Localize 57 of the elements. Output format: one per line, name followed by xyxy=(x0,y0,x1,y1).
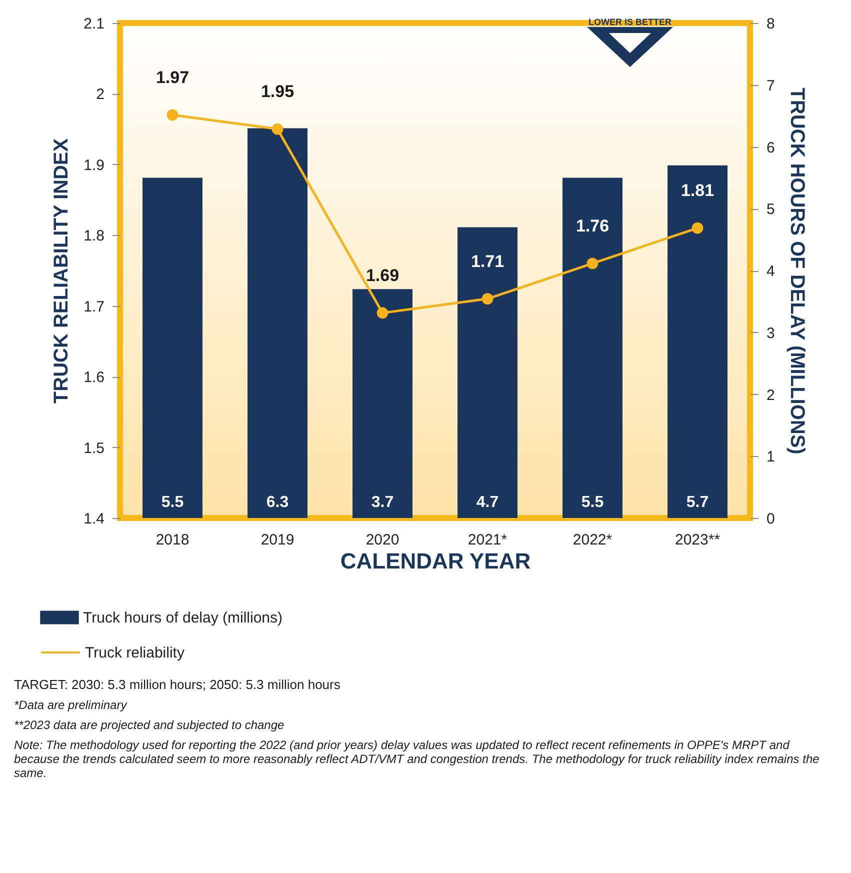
data-label: 6.3 xyxy=(266,494,289,511)
y2-tick-label: 0 xyxy=(766,510,775,528)
y-tick-label: 1.7 xyxy=(84,298,104,316)
y-tick-label: 2 xyxy=(96,86,104,104)
point xyxy=(586,258,598,270)
y-tick-label: 2.1 xyxy=(84,16,104,32)
data-label: 4.7 xyxy=(476,494,499,511)
text: Note: The methodology used for reporting the 2022 (and prior years) delay values was updated to reflect recent refinements in OPPE's MRPT and because the trends calculated seem to more reasonably reflect ADT/VMT and congestion trends. The methodology for truck reliability index remains the same. xyxy=(14,738,820,780)
bar xyxy=(458,227,518,518)
bar xyxy=(562,178,622,518)
y-tick-label: 1.9 xyxy=(84,156,104,174)
x-tick-label: 2018 xyxy=(156,532,190,548)
data-label: 5.5 xyxy=(581,494,604,511)
x-tick-label: 2023** xyxy=(674,532,720,548)
legend-label: Truck hours of delay (millions) xyxy=(83,610,283,626)
data-label: 5.7 xyxy=(686,494,709,511)
x-tick-label: 2021* xyxy=(468,532,508,548)
x-tick-label: 2020 xyxy=(366,532,400,548)
data-label: 5.5 xyxy=(161,494,184,511)
text: *Data are preliminary xyxy=(14,698,128,712)
point xyxy=(376,307,388,319)
y-tick-label: 1.8 xyxy=(84,228,104,245)
y2-tick-label: 1 xyxy=(766,448,775,466)
data-label: 1.97 xyxy=(156,68,190,87)
y2-tick-label: 8 xyxy=(766,16,775,32)
y2-axis-title: TRUCK HOURS OF DELAY (MILLIONS) xyxy=(786,88,808,454)
annotation: LOWER IS BETTER xyxy=(588,17,672,27)
point xyxy=(166,109,178,121)
legend-label: Truck reliability xyxy=(85,644,185,662)
x-tick-label: 2019 xyxy=(260,532,294,548)
x-tick-label: 2022* xyxy=(572,532,612,548)
data-label: 1.81 xyxy=(680,181,714,200)
text: TARGET: 2030: 5.3 million hours; 2050: 5.3 million hours xyxy=(14,677,342,692)
data-label: 1.76 xyxy=(576,216,610,236)
y2-tick-label: 7 xyxy=(766,77,775,94)
x-axis-title: CALENDAR YEAR xyxy=(340,548,531,574)
text: **2023 data are projected and subjected to change xyxy=(14,718,286,732)
y-tick-label: 1.5 xyxy=(84,440,104,457)
y2-tick-label: 6 xyxy=(766,139,775,156)
point xyxy=(272,123,284,135)
y2-tick-label: 3 xyxy=(766,324,775,342)
y2-tick-label: 5 xyxy=(766,201,775,218)
y2-tick-label: 4 xyxy=(766,263,775,280)
y2-tick-label: 2 xyxy=(766,386,775,404)
point xyxy=(482,293,494,304)
point xyxy=(692,222,704,234)
y-tick-label: 1.4 xyxy=(84,510,104,528)
data-label: 1.95 xyxy=(260,82,294,102)
y-tick-label: 1.6 xyxy=(84,369,104,386)
data-label: 1.71 xyxy=(470,252,504,271)
data-label: 3.7 xyxy=(371,494,394,511)
y-axis-title: TRUCK RELIABILITY INDEX xyxy=(50,138,73,404)
bar xyxy=(668,165,728,518)
bar xyxy=(248,128,308,518)
bar xyxy=(142,178,202,518)
bar xyxy=(352,289,412,518)
data-label: 1.69 xyxy=(366,266,400,285)
